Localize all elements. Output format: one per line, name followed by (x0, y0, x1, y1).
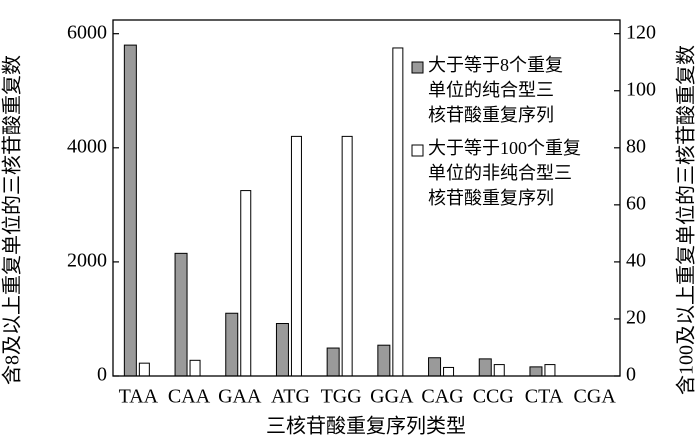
y-tick-label: 2000 (67, 249, 107, 271)
legend-swatch (411, 144, 424, 157)
y2-tick-label: 120 (626, 21, 656, 43)
bar (240, 190, 252, 377)
legend-swatch (411, 61, 424, 74)
bar (138, 362, 150, 377)
x-tick-label: CAA (168, 386, 211, 408)
y2-tick-label: 80 (626, 135, 646, 157)
y-tick-label: 0 (97, 364, 107, 386)
x-tick-label: CGA (574, 386, 617, 408)
y-tick-label: 4000 (67, 135, 107, 157)
x-tick-label: TGG (321, 386, 362, 408)
y2-tick-label: 20 (626, 307, 646, 329)
y2-axis-label: 含100及以上重复单位的三核苷酸重复数 (675, 45, 698, 395)
y2-tick-label: 0 (626, 364, 636, 386)
bar (275, 323, 289, 377)
y2-tick-label: 40 (626, 249, 646, 271)
y2-tick-label: 100 (626, 78, 656, 100)
legend-entry: 大于等于100个重复 单位的非纯合型三 核苷酸重复序列 (428, 138, 581, 208)
x-tick-label: GGA (370, 386, 414, 408)
legend-label: 大于等于100个重复 单位的非纯合型三 核苷酸重复序列 (428, 138, 581, 208)
bar (478, 358, 492, 377)
bar (392, 47, 404, 377)
bar (225, 312, 239, 377)
y-axis-label: 含8及以上重复单位的三核苷酸重复数 (1, 55, 24, 385)
bar (544, 364, 556, 377)
x-tick-label: CCG (473, 386, 514, 408)
plot-frame (112, 19, 621, 377)
bar (174, 252, 188, 377)
y2-tick-label: 60 (626, 192, 646, 214)
bar (443, 366, 455, 377)
bar (123, 44, 137, 377)
y-tick-label: 6000 (67, 21, 107, 43)
x-tick-label: CAG (421, 386, 463, 408)
bar (189, 359, 201, 377)
bar (493, 364, 505, 377)
bar (341, 135, 353, 377)
x-tick-label: CTA (525, 386, 564, 408)
x-tick-label: GAA (218, 386, 262, 408)
legend-entry: 大于等于8个重复 单位的纯合型三 核苷酸重复序列 (428, 55, 563, 125)
x-tick-label: ATG (271, 386, 310, 408)
bar (529, 366, 543, 377)
x-axis-label: 三核苷酸重复序列类型 (266, 415, 466, 438)
bar (290, 135, 302, 377)
bar (428, 357, 442, 377)
legend-label: 大于等于8个重复 单位的纯合型三 核苷酸重复序列 (428, 55, 563, 125)
bar (377, 344, 391, 377)
bar (326, 347, 340, 377)
x-tick-label: TAA (119, 386, 159, 408)
